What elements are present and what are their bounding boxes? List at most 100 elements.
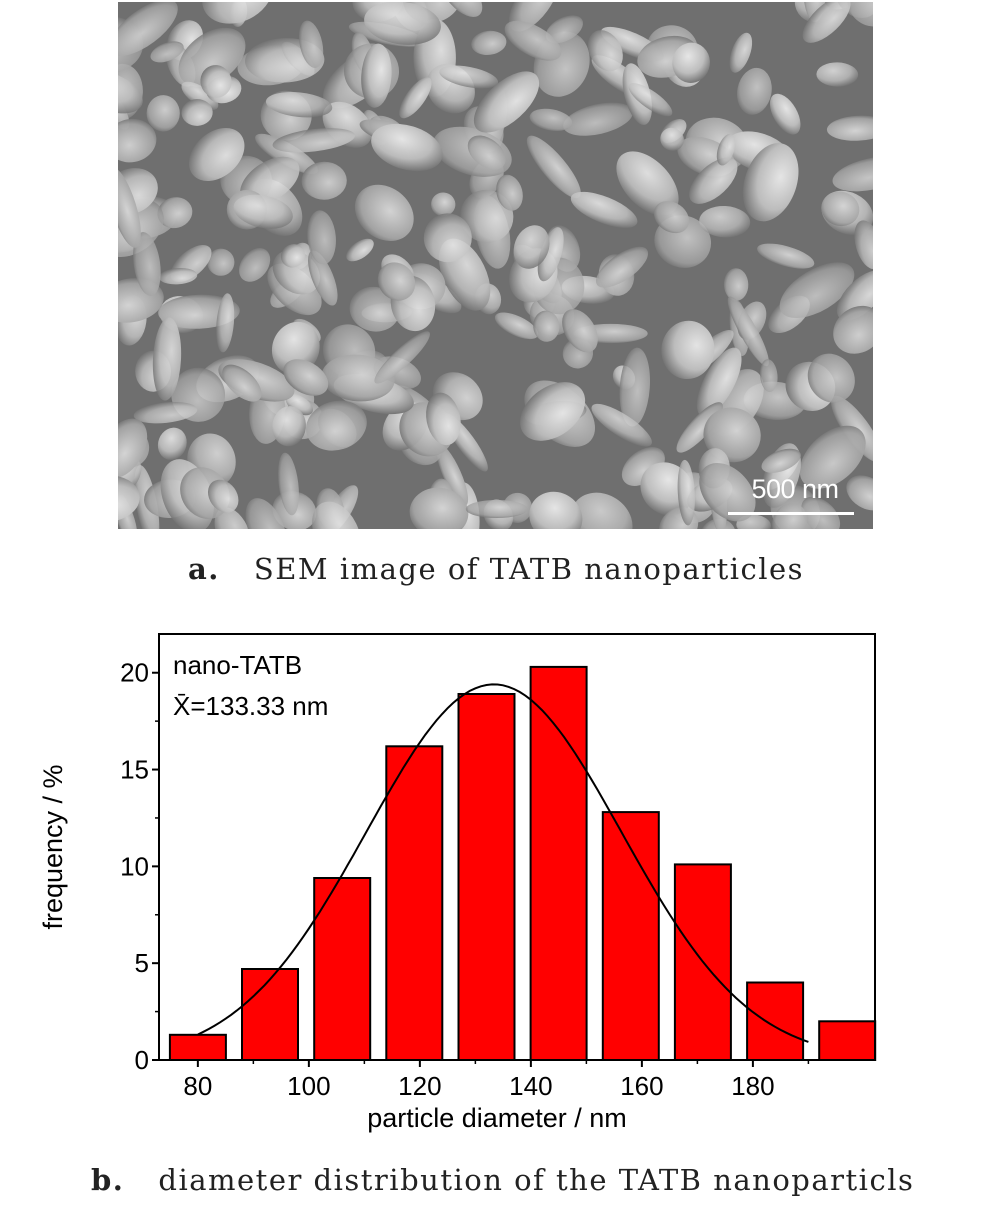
bar-106: [313, 877, 372, 1061]
sem-particle: [178, 27, 246, 87]
sem-particle: [661, 320, 715, 380]
y-tick-label: 15: [120, 755, 149, 785]
sem-particle: [133, 232, 161, 296]
sem-particle: [146, 95, 180, 132]
sem-particle: [150, 41, 184, 63]
sem-particle: [207, 248, 235, 276]
sem-particle: [216, 293, 235, 353]
sem-particle: [769, 93, 801, 135]
sem-particle: [471, 30, 507, 56]
sem-particle: [374, 331, 431, 384]
sem-particle: [272, 128, 356, 153]
caption-b-text: diameter distribution of the TATB nanopa…: [158, 1163, 915, 1197]
sem-particle: [653, 201, 690, 234]
sem-particle: [312, 501, 361, 529]
x-tick-label: 140: [509, 1071, 552, 1101]
sem-particle: [460, 189, 514, 243]
sem-particle: [245, 498, 287, 529]
sem-particle: [321, 354, 395, 402]
sem-particle: [233, 194, 293, 229]
caption-a-text: SEM image of TATB nanoparticles: [253, 552, 805, 586]
sem-particle: [696, 347, 742, 417]
sem-particle: [699, 205, 751, 238]
bar-158: [601, 811, 660, 1061]
sem-particle: [836, 270, 873, 321]
sem-particle: [628, 83, 673, 117]
sem-particle: [308, 250, 338, 306]
sem-particle: [118, 167, 141, 248]
sem-particle: [255, 133, 318, 175]
histogram-chart: 80 100 120 140 160 180 0 5 10 15 20 particle diam…: [38, 633, 877, 1133]
sem-particle: [157, 197, 193, 229]
caption-a-letter: a.: [188, 552, 220, 586]
sem-particle: [118, 69, 143, 114]
sem-particle: [729, 32, 753, 73]
bar-132: [457, 693, 516, 1061]
sem-particle: [723, 268, 749, 301]
sem-particle: [207, 479, 239, 513]
sem-particle: [473, 71, 540, 133]
annotation-mean-diameter: X̄=133.33 nm: [173, 691, 328, 721]
sem-particle: [214, 507, 252, 529]
sem-particle: [616, 151, 679, 216]
sem-particle: [677, 459, 695, 526]
sem-particle: [118, 475, 140, 522]
x-tick-label: 160: [620, 1071, 663, 1101]
sem-particle: [157, 427, 187, 460]
sem-particle: [672, 42, 710, 83]
sem-particle: [188, 127, 245, 182]
sem-particle: [570, 191, 638, 228]
sem-particle: [700, 518, 736, 529]
sem-particle: [563, 102, 633, 136]
x-tick-label: 120: [398, 1071, 441, 1101]
bar-171: [673, 863, 732, 1061]
sem-particle: [265, 91, 333, 118]
sem-particle: [349, 286, 400, 332]
bar-197: [818, 1020, 877, 1061]
sem-particle: [591, 403, 652, 447]
sem-particle: [571, 492, 633, 529]
y-tick-label: 10: [120, 851, 149, 881]
sem-texture: [118, 2, 873, 529]
sem-particle: [118, 418, 148, 479]
y-axis-label: frequency / %: [38, 764, 68, 929]
sem-particle: [494, 312, 539, 340]
sem-particle: [371, 123, 443, 172]
sem-particle: [760, 359, 778, 393]
x-tick-label: 80: [183, 1071, 212, 1101]
sem-particle: [439, 65, 499, 89]
sem-particle: [529, 108, 573, 131]
sem-particle: [440, 2, 483, 17]
sem-particle: [158, 268, 198, 285]
sem-particle: [526, 135, 581, 199]
sem-particle: [504, 20, 562, 61]
sem-particle: [301, 161, 347, 200]
gaussian-fit-curve: [197, 683, 809, 1043]
bar-184: [746, 981, 805, 1061]
sem-particle: [821, 191, 860, 227]
sem-particle: [757, 243, 815, 269]
caption-b: b. diameter distribution of the TATB nano…: [91, 1163, 914, 1197]
sem-particle: [496, 174, 523, 211]
x-tick-label: 180: [731, 1071, 774, 1101]
sem-particle: [465, 500, 528, 518]
sem-particle: [133, 402, 198, 424]
sem-particle: [436, 443, 469, 506]
bar-145: [529, 665, 588, 1062]
sem-particle: [181, 99, 213, 126]
sem-particle: [307, 210, 336, 265]
caption-b-letter: b.: [91, 1163, 125, 1197]
sem-particle: [354, 184, 414, 242]
sem-particle: [802, 2, 851, 43]
sem-particle: [727, 296, 769, 367]
sem-particle: [377, 262, 416, 301]
sem-particle: [854, 220, 873, 270]
sem-particle: [361, 43, 392, 108]
annotation-sample-name: nano-TATB: [173, 650, 302, 680]
x-ticks-group: 80 100 120 140 160 180: [183, 1060, 810, 1101]
y-tick-label: 0: [135, 1045, 149, 1075]
sem-particle: [619, 347, 651, 427]
sem-particle: [587, 30, 623, 72]
sem-particle: [832, 156, 873, 192]
sem-particle: [152, 317, 182, 401]
